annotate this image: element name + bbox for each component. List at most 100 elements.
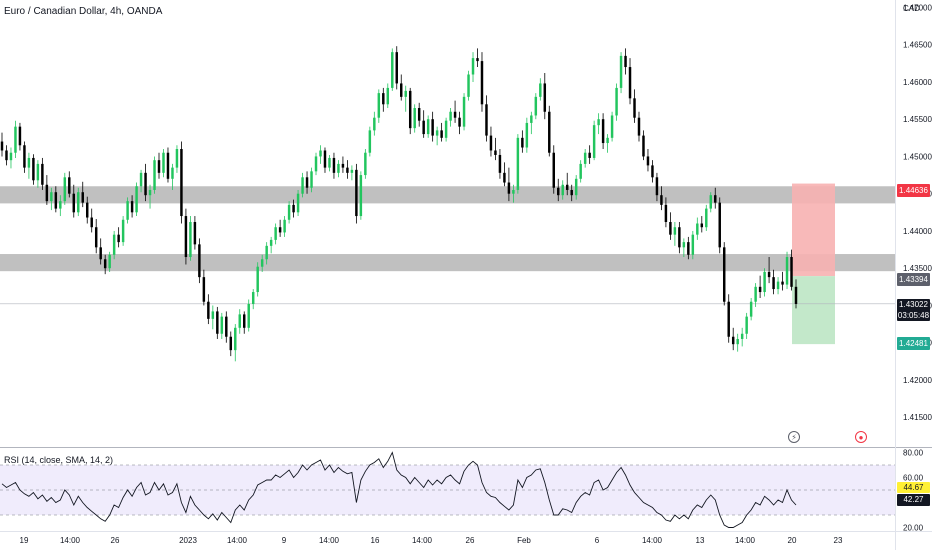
price-tick-label: 1.46500 [903,41,932,50]
candle-body [260,259,264,267]
candle-body [323,150,327,168]
candle [238,309,241,334]
candle-body [731,336,735,345]
candle-body [557,187,560,196]
candle [444,117,448,142]
candle [373,111,376,136]
candle-body [126,201,129,220]
time-tick-label: 14:00 [642,536,663,545]
candle-body [395,52,398,84]
candle-body [274,227,277,240]
candle [23,141,26,173]
candle [664,197,668,228]
candle-body [328,157,331,168]
candle-body [552,152,555,188]
candle [130,195,134,218]
candle [471,52,475,82]
candle [395,46,398,90]
candle [314,152,318,176]
candle [489,126,493,157]
candle [368,126,372,157]
candle-body [476,58,479,62]
candle [507,167,511,202]
candle-body [189,222,192,258]
take-profit-zone [792,276,835,345]
candle [646,149,650,172]
candle [543,73,547,120]
candle [332,152,336,179]
candle [346,160,349,179]
candle-body [305,177,309,188]
candle [422,110,425,138]
candle-body [633,98,636,118]
candle [220,312,224,339]
candle-body [521,137,524,148]
candle [660,186,663,211]
candle-body [485,104,488,136]
candle [722,242,726,306]
candle [265,242,268,265]
candle-body [377,93,381,118]
candle-body [624,55,627,68]
candle-body [444,120,448,138]
candle [530,111,533,135]
candle-body [498,154,502,173]
candle-body [660,195,663,205]
candle [767,257,771,284]
candle [251,289,255,310]
candle [431,111,434,142]
candle-body [637,117,641,136]
candle [552,145,555,194]
currency-label: CAD [903,4,920,13]
candle-body [588,152,591,158]
candle [610,111,614,142]
news-icon[interactable]: ● [855,431,867,443]
candle [619,52,623,94]
candle-body [85,202,89,218]
candle-body [32,157,35,181]
candle [85,196,89,224]
candle [539,78,542,101]
candle [59,195,62,217]
candle-body [597,119,600,126]
candle-body [503,172,506,183]
candle [171,163,174,190]
candle-body [583,152,587,164]
candle-body [709,195,713,209]
candle [63,172,67,205]
candle [296,189,300,217]
candle-body [364,152,367,176]
candle [0,132,4,157]
candle-body [229,336,233,351]
time-tick-label: 13 [696,536,705,545]
candle-body [157,160,161,173]
candle-body [225,316,228,337]
candle [476,48,479,68]
candle-body [301,177,304,194]
candle-body [691,234,695,255]
candle-body [565,184,569,190]
candle [503,162,506,187]
candle [776,277,780,295]
candle [633,89,636,123]
candle-body [664,204,668,223]
candle [323,147,327,173]
candle-body [198,244,201,278]
candle-body [94,227,98,248]
candle [193,216,197,250]
candle-body [628,67,632,99]
candle [534,93,538,120]
candle-body [480,61,484,105]
candle [624,48,627,75]
candle [727,294,730,343]
candle [234,324,237,362]
candle-body [45,184,49,202]
candle-body [561,184,564,196]
candle-body [548,111,551,153]
candle [449,108,452,127]
candle [135,182,138,217]
candle [260,254,264,272]
candle [480,52,484,112]
flash-icon[interactable]: ⚡ [788,431,800,443]
candle [601,113,605,149]
